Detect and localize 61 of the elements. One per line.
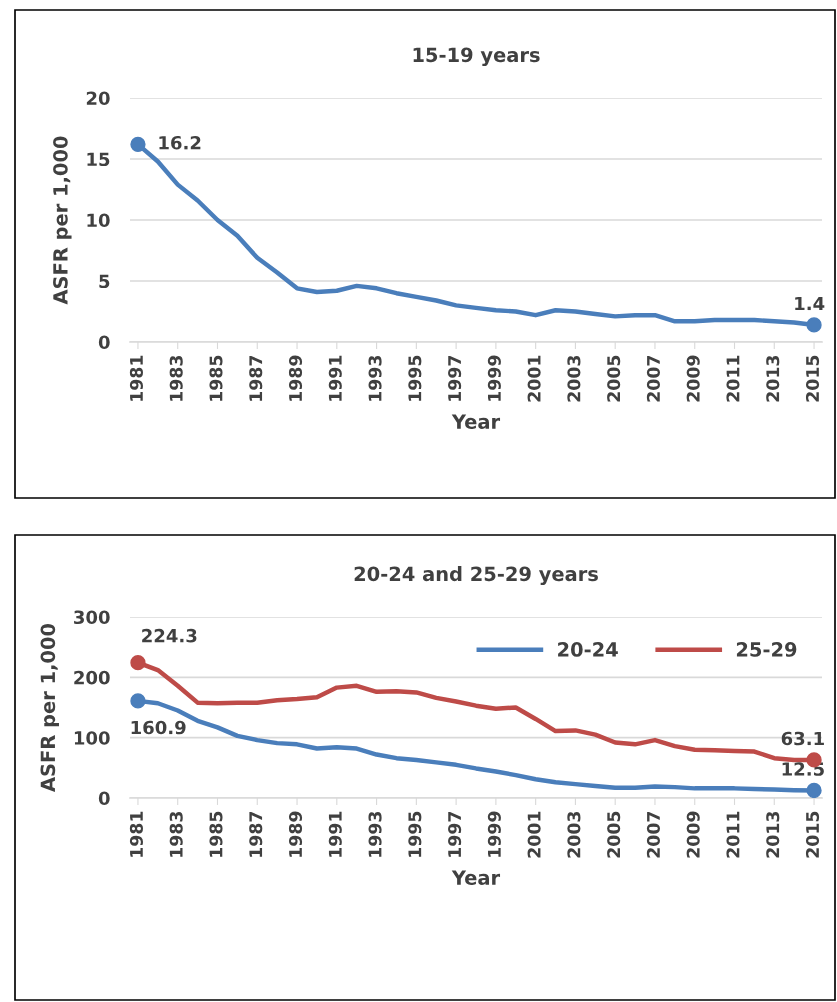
x-tick-label: 2007: [646, 811, 660, 858]
data-label: 160.9: [131, 720, 186, 735]
y-tick-label: 20: [86, 91, 110, 106]
x-tick-label: 1999: [487, 355, 501, 401]
x-tick-label: 2003: [567, 355, 581, 402]
x-tick-label: 2007: [646, 355, 660, 402]
y-tick-label: 0: [98, 335, 110, 350]
x-tick-label: 2005: [607, 811, 621, 858]
x-tick-label: 1991: [328, 811, 342, 857]
x-tick-label: 2015: [805, 811, 820, 858]
x-tick-label: 2003: [567, 811, 581, 858]
x-tick-label: 1981: [129, 811, 143, 857]
x-tick-label: 1981: [129, 355, 143, 401]
x-tick-label: 2013: [766, 811, 780, 858]
x-tick-label: 1989: [288, 811, 303, 857]
x-tick-label: 2005: [607, 355, 621, 402]
x-tick-label: 2001: [527, 355, 541, 402]
y-tick-label: 100: [74, 731, 110, 745]
x-tick-label: 1987: [249, 811, 263, 857]
x-tick-label: 2009: [686, 811, 700, 858]
x-axis-title: Year: [451, 414, 501, 429]
point: [806, 782, 822, 798]
data-label: 16.2: [159, 135, 201, 150]
x-tick-label: 1983: [169, 355, 183, 401]
data-label: 224.3: [142, 628, 197, 643]
y-tick-label: 15: [87, 152, 110, 167]
point: [130, 655, 146, 671]
legend-label: 20-24: [558, 642, 618, 657]
x-tick-label: 1991: [328, 355, 342, 401]
x-tick-label: 1995: [408, 811, 422, 857]
x-tick-label: 1983: [169, 811, 183, 857]
x-tick-label: 2011: [726, 811, 740, 858]
x-tick-label: 2013: [766, 355, 780, 402]
x-axis-title: Year: [451, 870, 501, 885]
x-tick-label: 2009: [686, 355, 700, 402]
y-tick-label: 10: [87, 213, 110, 228]
data-label: 1.4: [795, 296, 825, 311]
point: [130, 693, 146, 709]
x-tick-label: 1997: [448, 811, 462, 857]
x-tick-label: 2015: [805, 355, 820, 402]
data-label: 63.1: [781, 731, 824, 746]
y-tick-label: 0: [98, 791, 110, 806]
y-axis-title: ASFR per 1,000: [53, 136, 72, 305]
y-axis-title: ASFR per 1,000: [40, 623, 59, 792]
x-tick-label: 1993: [368, 355, 382, 401]
x-tick-label: 2001: [527, 811, 541, 858]
x-tick-label: 1987: [249, 355, 263, 401]
chart-title: 15-19 years: [413, 47, 540, 67]
x-tick-label: 2011: [726, 355, 740, 402]
y-tick-label: 200: [74, 670, 110, 685]
legend-label: 25-29: [736, 642, 797, 657]
x-tick-label: 1995: [408, 355, 422, 401]
x-tick-label: 1993: [368, 811, 382, 857]
x-tick-label: 1985: [209, 355, 223, 401]
x-tick-label: 1997: [448, 355, 462, 401]
y-tick-label: 300: [74, 610, 110, 625]
x-tick-label: 1989: [288, 355, 303, 401]
chart-title: 20-24 and 25-29 years: [354, 566, 598, 586]
x-tick-label: 1999: [487, 811, 501, 857]
x-tick-label: 1985: [209, 811, 223, 857]
y-tick-label: 5: [99, 274, 110, 289]
